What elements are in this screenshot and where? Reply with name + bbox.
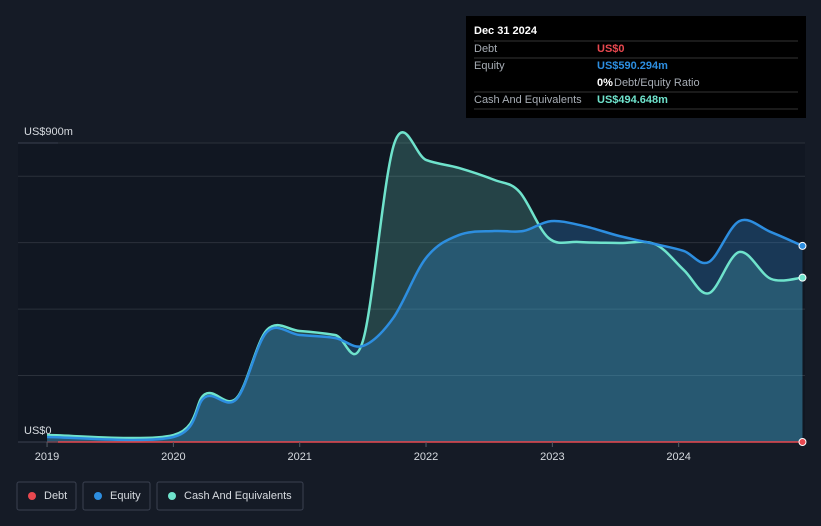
y-tick-label: US$900m — [24, 126, 73, 138]
end-marker — [798, 438, 807, 446]
legend-item[interactable]: Debt — [16, 481, 77, 511]
tooltip-box — [466, 16, 806, 118]
tooltip-note: Debt/Equity Ratio — [614, 77, 700, 89]
legend-item[interactable]: Cash And Equivalents — [156, 481, 304, 511]
tooltip-label: Debt — [474, 43, 497, 55]
plot-area — [18, 143, 805, 442]
x-tick-label: 2022 — [414, 451, 438, 463]
area — [47, 132, 803, 443]
tooltip-label: Cash And Equivalents — [474, 94, 582, 106]
end-marker — [798, 241, 807, 250]
legend-label[interactable]: Cash And Equivalents — [184, 490, 292, 502]
line — [47, 218, 803, 442]
legend-swatch[interactable] — [94, 492, 102, 500]
legend-box[interactable] — [82, 481, 151, 511]
x-tick-label: 2023 — [540, 451, 564, 463]
x-tick-label: 2020 — [161, 451, 185, 463]
y-tick-label: US$0 — [24, 425, 52, 437]
tooltip-value: US$494.648m — [597, 94, 668, 106]
x-tick-label: 2019 — [35, 451, 59, 463]
legend-label[interactable]: Debt — [44, 490, 67, 502]
tooltip-value: 0% — [597, 77, 613, 89]
tooltip-value: US$0 — [597, 43, 625, 55]
areas — [47, 132, 803, 443]
legend-swatch[interactable] — [28, 492, 36, 500]
tooltip-label: Equity — [474, 60, 505, 72]
tooltip-value: US$590.294m — [597, 60, 668, 72]
area — [47, 219, 803, 442]
grid — [18, 142, 805, 377]
legend-box[interactable] — [16, 481, 77, 511]
legend-swatch[interactable] — [168, 492, 176, 500]
legend-box[interactable] — [156, 481, 304, 511]
x-tick-label: 2024 — [666, 451, 690, 463]
end-marker — [798, 273, 807, 282]
tooltip-title: Dec 31 2024 — [474, 25, 538, 37]
x-tick-label: 2021 — [287, 451, 311, 463]
legend-item[interactable]: Equity — [82, 481, 151, 511]
legend: Debt Equity Cash And Equivalents — [16, 481, 304, 511]
legend-label[interactable]: Equity — [110, 490, 141, 502]
tooltip: Dec 31 2024 Debt US$0 Equity US$590.294m… — [466, 16, 806, 118]
axes: US$0 US$900m 2019 2020 2021 2022 2023 2024 — [18, 126, 691, 463]
